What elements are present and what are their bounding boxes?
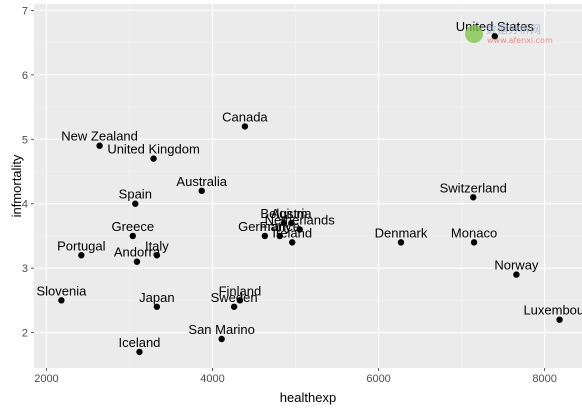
data-point (218, 335, 225, 343)
x-tick-label: 8000 (532, 373, 556, 385)
data-point (280, 219, 288, 227)
data-point (276, 232, 283, 240)
data-point (129, 232, 137, 240)
data-point (230, 303, 238, 310)
data-point (470, 239, 478, 246)
point-label: Sweden (211, 290, 258, 305)
point-label: Switzerland (440, 180, 507, 195)
x-tick-label: 6000 (366, 373, 390, 385)
y-tick-label: 7 (22, 5, 28, 17)
watermark-url: www.afenxi.com (487, 36, 553, 45)
point-label: Portugal (57, 238, 106, 253)
point-label: San Marino (188, 322, 254, 337)
data-point (58, 297, 65, 304)
point-label: Slovenia (36, 283, 87, 298)
point-label: Japan (139, 290, 174, 305)
plot-panel (34, 4, 582, 368)
data-points (58, 33, 563, 356)
point-label: France (260, 219, 300, 234)
point-label: Germany (238, 219, 292, 234)
point-label: Spain (119, 187, 152, 202)
point-label: Denmark (375, 225, 428, 240)
data-point (153, 303, 161, 310)
x-axis-title: healthexp (280, 390, 336, 405)
data-point (241, 123, 249, 130)
point-label: Italy (145, 238, 169, 253)
data-point (261, 232, 269, 240)
data-point (132, 200, 139, 207)
point-label: Norway (494, 258, 539, 273)
point-label: Austria (271, 206, 312, 221)
data-point (78, 252, 85, 259)
data-point (198, 187, 205, 195)
data-point (556, 316, 563, 323)
data-point (136, 348, 143, 356)
data-point (296, 226, 303, 233)
point-label: Greece (111, 219, 154, 234)
point-label: Canada (222, 109, 268, 124)
point-label: Ireland (272, 225, 312, 240)
data-point (150, 155, 157, 162)
y-tick-label: 4 (22, 199, 28, 211)
data-point (397, 239, 405, 246)
x-tick-label: 2000 (34, 373, 58, 385)
axis-ticks: 2000 4000 6000 8000 2 3 4 5 6 7 (22, 5, 557, 385)
y-axis-title: infmortality (9, 154, 24, 217)
data-point (491, 33, 499, 40)
y-tick-label: 5 (22, 134, 28, 146)
point-label: Finland (219, 283, 262, 298)
point-label: New Zealand (61, 129, 138, 144)
data-point (470, 194, 477, 201)
watermark-logo-icon (465, 25, 483, 43)
point-label: Andorra (114, 245, 161, 260)
data-point (289, 239, 296, 246)
point-label: Australia (176, 174, 227, 189)
data-point (96, 142, 103, 149)
data-point (153, 252, 161, 259)
point-label: Luxembourg (523, 303, 582, 318)
y-tick-label: 3 (22, 263, 28, 275)
grid-lines (34, 4, 582, 368)
point-label: United Kingdom (107, 142, 200, 157)
data-point (133, 258, 141, 265)
point-label: Belgium (260, 206, 307, 221)
watermark-brand: 数据分析网 (486, 22, 541, 36)
y-tick-label: 2 (22, 328, 28, 340)
watermark: 数据分析网 www.afenxi.com (465, 22, 553, 45)
data-point (513, 271, 520, 278)
y-tick-label: 6 (22, 70, 28, 82)
point-label: Monaco (451, 225, 497, 240)
data-point (288, 219, 295, 227)
point-label: Netherlands (265, 212, 336, 227)
x-tick-label: 4000 (200, 373, 224, 385)
data-point (236, 297, 244, 304)
point-label: Iceland (118, 335, 160, 350)
